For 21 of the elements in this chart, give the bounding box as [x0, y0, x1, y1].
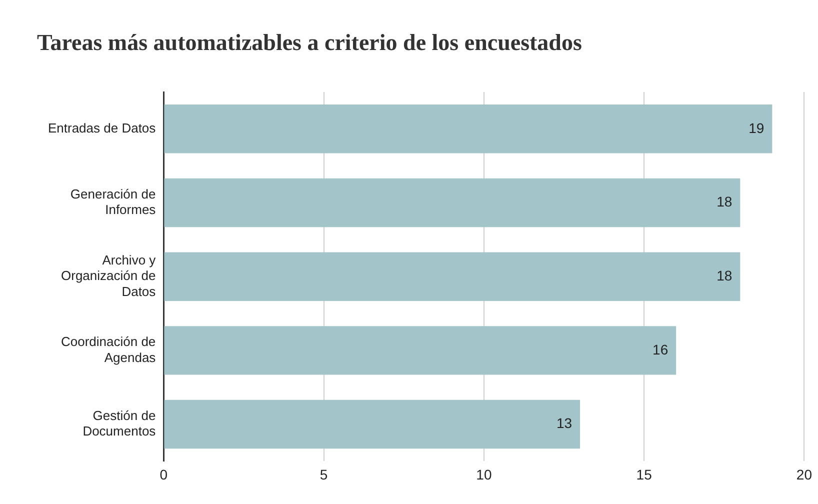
y-tick-label: Generación de Informes — [70, 186, 156, 218]
bar — [164, 178, 740, 228]
bar — [164, 326, 676, 375]
bar — [164, 400, 580, 449]
x-tick-label: 5 — [320, 466, 328, 482]
data-label: 18 — [716, 267, 732, 284]
bar — [164, 104, 772, 154]
data-label: 13 — [556, 415, 572, 432]
x-tick-label: 20 — [796, 466, 812, 482]
x-tick-label: 0 — [160, 466, 168, 482]
y-tick-label: Gestión de Documentos — [82, 408, 156, 439]
y-tick-label: Archivo y Organización de Datos — [61, 252, 156, 299]
x-tick-label: 15 — [636, 466, 652, 482]
data-label: 19 — [748, 120, 764, 136]
bar — [164, 252, 740, 301]
y-tick-label: Coordinación de Agendas — [60, 334, 156, 365]
data-label: 16 — [652, 341, 668, 358]
y-tick-label: Entradas de Datos — [48, 120, 156, 136]
data-label: 18 — [716, 194, 732, 210]
chart-title: Tareas más automatizables a criterio de los encuestados — [37, 30, 582, 56]
x-tick-label: 10 — [476, 466, 492, 482]
